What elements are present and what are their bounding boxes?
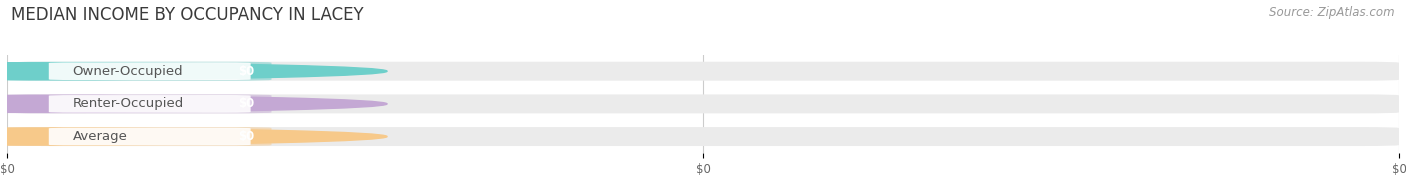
Circle shape xyxy=(0,63,387,80)
Text: Renter-Occupied: Renter-Occupied xyxy=(73,97,184,110)
Text: $0: $0 xyxy=(239,65,254,78)
FancyBboxPatch shape xyxy=(7,94,1399,113)
FancyBboxPatch shape xyxy=(7,94,271,113)
FancyBboxPatch shape xyxy=(7,127,1399,146)
Text: Owner-Occupied: Owner-Occupied xyxy=(73,65,183,78)
FancyBboxPatch shape xyxy=(7,127,271,146)
FancyBboxPatch shape xyxy=(49,62,250,80)
FancyBboxPatch shape xyxy=(7,62,1399,81)
Text: MEDIAN INCOME BY OCCUPANCY IN LACEY: MEDIAN INCOME BY OCCUPANCY IN LACEY xyxy=(11,6,364,24)
FancyBboxPatch shape xyxy=(49,95,250,113)
Text: $0: $0 xyxy=(239,130,254,143)
FancyBboxPatch shape xyxy=(49,128,250,145)
Text: Average: Average xyxy=(73,130,128,143)
FancyBboxPatch shape xyxy=(7,62,271,81)
Text: $0: $0 xyxy=(239,97,254,110)
Circle shape xyxy=(0,128,387,145)
Text: Source: ZipAtlas.com: Source: ZipAtlas.com xyxy=(1270,6,1395,19)
Circle shape xyxy=(0,95,387,113)
